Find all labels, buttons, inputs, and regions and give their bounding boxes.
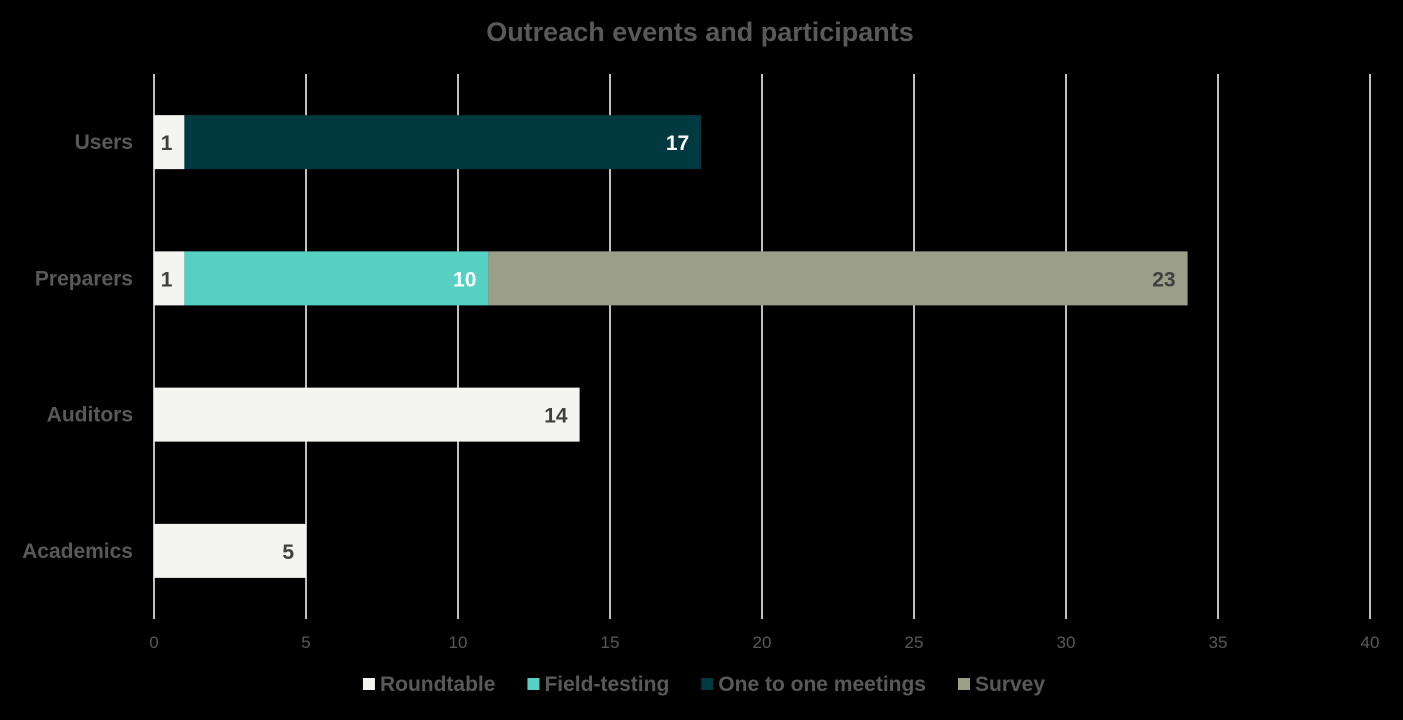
x-tick-label: 0 [149, 633, 158, 652]
legend: Roundtable Field-testing One to one meetin… [362, 673, 1045, 696]
category-axis: Users Preparers Auditors Academics [22, 131, 133, 563]
legend-label-roundtable: Roundtable [380, 673, 496, 696]
x-tick-label: 35 [1209, 633, 1228, 652]
data-label-auditors-roundtable: 14 [544, 405, 568, 428]
bar-preparers-field-testing [184, 251, 489, 306]
legend-label-survey: Survey [975, 673, 1045, 696]
legend-label-field-testing: Field-testing [544, 673, 669, 696]
category-label-preparers: Preparers [35, 267, 133, 290]
x-tick-label: 20 [753, 633, 772, 652]
data-label-academics-roundtable: 5 [282, 541, 294, 564]
data-label-preparers-field-testing: 10 [453, 268, 476, 291]
legend-label-one-to-one-meetings: One to one meetings [718, 673, 926, 696]
category-label-auditors: Auditors [47, 404, 133, 427]
data-label-preparers-survey: 23 [1152, 268, 1175, 291]
bar-auditors-roundtable [154, 387, 580, 442]
x-tick-label: 15 [601, 633, 620, 652]
bar-preparers-roundtable [154, 251, 185, 306]
value-axis: 0 5 10 15 20 25 30 35 40 [149, 633, 1379, 652]
data-label-preparers-roundtable: 1 [161, 268, 173, 291]
bar-preparers-survey [488, 251, 1188, 306]
x-tick-label: 30 [1057, 633, 1076, 652]
x-tick-label: 40 [1361, 633, 1380, 652]
legend-item-field-testing: Field-testing [527, 673, 669, 696]
category-label-academics: Academics [22, 540, 133, 563]
bar-users-roundtable [154, 115, 185, 170]
legend-swatch-roundtable [362, 678, 375, 690]
legend-item-one-to-one-meetings: One to one meetings [701, 673, 926, 696]
x-tick-label: 25 [905, 633, 924, 652]
x-tick-label: 5 [301, 633, 310, 652]
bar-users-one-to-one-meetings [184, 115, 702, 170]
chart-title: Outreach events and participants [486, 17, 914, 47]
bars-layer: 1 17 1 10 23 14 5 [154, 115, 1188, 578]
legend-swatch-one-to-one-meetings [701, 678, 714, 690]
legend-item-roundtable: Roundtable [362, 673, 496, 696]
data-label-users-roundtable: 1 [161, 132, 173, 155]
bar-academics-roundtable [154, 523, 306, 578]
legend-swatch-survey [958, 678, 970, 690]
legend-swatch-field-testing [527, 678, 540, 690]
legend-item-survey: Survey [958, 673, 1045, 696]
category-label-users: Users [75, 131, 133, 154]
data-label-users-one-to-one-meetings: 17 [666, 132, 689, 155]
x-tick-label: 10 [449, 633, 468, 652]
